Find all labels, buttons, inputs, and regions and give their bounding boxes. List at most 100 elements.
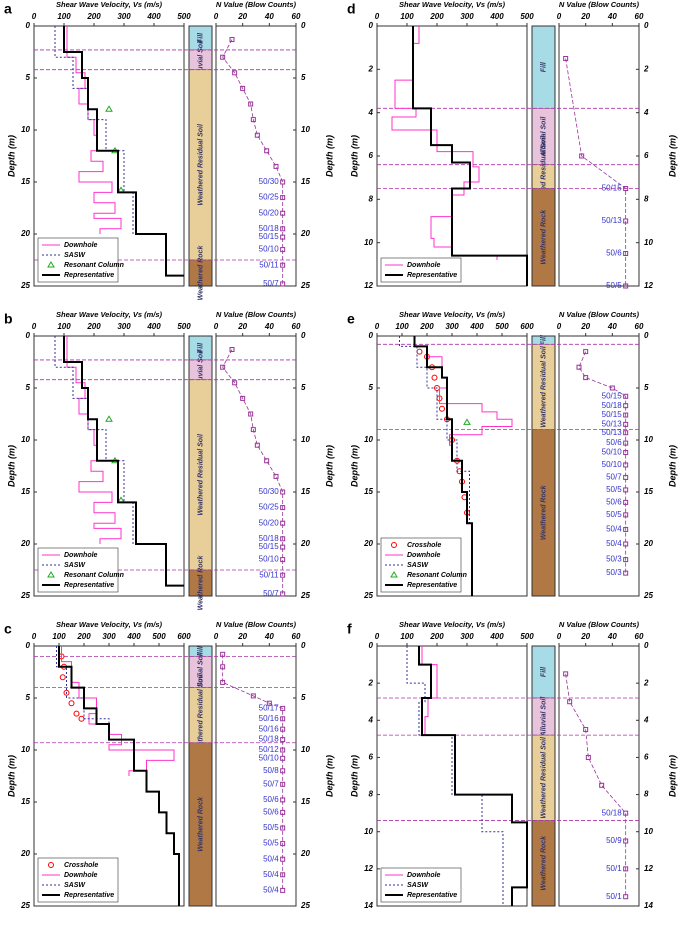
x-tick-label: 300 [445, 322, 459, 331]
n-point [280, 591, 286, 597]
marker [431, 374, 438, 381]
n-point [579, 153, 585, 159]
marker [390, 571, 398, 578]
legend-label: Representative [407, 892, 457, 899]
legend-label: Downhole [407, 552, 441, 559]
n-point [273, 473, 279, 479]
legend-label: Representative [64, 272, 114, 279]
n-tick-label: 40 [264, 322, 274, 331]
n-label: 50/13 [602, 420, 623, 429]
n-label: 50/18 [259, 735, 280, 744]
y-axis-title: Depth (m) [349, 445, 359, 487]
plot-frame [376, 645, 528, 907]
plot-frame [531, 335, 556, 597]
y-tick-label: 25 [20, 281, 30, 290]
vs-profile [399, 336, 473, 544]
n-point [220, 54, 226, 60]
n-tick-label: 60 [292, 632, 301, 641]
y-tick-label: 5 [26, 73, 31, 82]
n-label: 50/25 [259, 193, 280, 202]
y-tick-label: 25 [300, 591, 310, 600]
n-label: 50/15 [602, 410, 623, 419]
n-tick-label: 0 [557, 12, 562, 21]
layer-label: Weathered Residual Soil [540, 135, 547, 218]
n-label: 50/10 [602, 448, 623, 457]
n-label: 50/6 [606, 438, 622, 447]
n-label: 50/6 [263, 808, 279, 817]
n-label: 50/10 [259, 555, 280, 564]
n-point [280, 809, 286, 815]
n-tick-label: 60 [635, 632, 644, 641]
y-tick-label: 25 [643, 591, 653, 600]
n-point [623, 487, 629, 493]
y-tick-label: 6 [644, 151, 649, 160]
marker [73, 710, 80, 717]
y-tick-label: 12 [364, 281, 373, 290]
y-tick-label: 20 [643, 539, 653, 548]
y-tick-label: 5 [26, 383, 31, 392]
y-tick-label: 4 [368, 108, 374, 117]
n-label: 50/7 [606, 473, 622, 482]
y-tick-label: 25 [300, 281, 310, 290]
n-point [280, 716, 286, 722]
vs-profile [418, 646, 528, 906]
n-tick-label: 20 [237, 12, 247, 21]
n-tick-label: 0 [214, 322, 219, 331]
y-tick-label: 10 [644, 827, 653, 836]
y-tick-label: 2 [368, 64, 374, 73]
legend-label: Resonant Column [407, 572, 467, 579]
y-tick-label: 15 [301, 487, 310, 496]
n-label: 50/6 [606, 498, 622, 507]
y-tick-label: 10 [364, 827, 373, 836]
n-label: 50/11 [259, 570, 279, 579]
x-tick-label: 300 [117, 322, 131, 331]
n-point [229, 347, 235, 353]
n-point [280, 544, 286, 550]
y-tick-label: 10 [21, 745, 30, 754]
x-axis-title: Shear Wave Velocity, Vs (m/s) [56, 620, 163, 629]
n-point [280, 281, 286, 287]
plot-frame [531, 25, 556, 287]
layer-label: Fill [197, 342, 204, 353]
y-tick-label: 10 [301, 125, 310, 134]
n-point [280, 247, 286, 253]
n-label: 50/12 [259, 745, 280, 754]
y-tick-label: 0 [301, 21, 306, 30]
n-label: 50/4 [263, 886, 279, 895]
n-point [280, 755, 286, 761]
x-axis-title: Shear Wave Velocity, Vs (m/s) [56, 310, 163, 319]
layer-label: Alluvial Soil [197, 349, 204, 391]
marker [391, 542, 397, 548]
n-point [623, 412, 629, 418]
y-tick-label: 2 [643, 678, 649, 687]
n-point [280, 781, 286, 787]
layer-label: Alluvial Soil [540, 116, 547, 158]
y-tick-label: 25 [363, 591, 373, 600]
layer-label: Weathered Residual Soil [197, 433, 204, 516]
panel: c Shear Wave Velocity, Vs (m/s) N Value (B… [4, 620, 334, 910]
y-tick-label: 15 [364, 487, 373, 496]
n-point [280, 768, 286, 774]
n-point [623, 462, 629, 468]
n-point [583, 375, 589, 381]
x-tick-label: 500 [520, 12, 534, 21]
n-point [623, 449, 629, 455]
n-point [280, 872, 286, 878]
n-point [280, 747, 286, 753]
marker [416, 348, 423, 355]
x-tick-label: 200 [419, 322, 434, 331]
x-tick-label: 0 [375, 322, 380, 331]
n-point [229, 37, 235, 43]
n-label: 50/4 [606, 525, 622, 534]
legend-label: Resonant Column [64, 572, 124, 579]
n-axis-title: N Value (Blow Counts) [559, 620, 640, 629]
n-label: 50/5 [606, 485, 622, 494]
n-point [280, 195, 286, 201]
n-label: 50/7 [263, 279, 279, 288]
n-point [623, 557, 629, 563]
layer-label: Fill [540, 334, 547, 345]
n-point [563, 671, 569, 677]
vs-profile [66, 26, 122, 234]
n-point [609, 385, 615, 391]
vs-profile [391, 26, 498, 260]
